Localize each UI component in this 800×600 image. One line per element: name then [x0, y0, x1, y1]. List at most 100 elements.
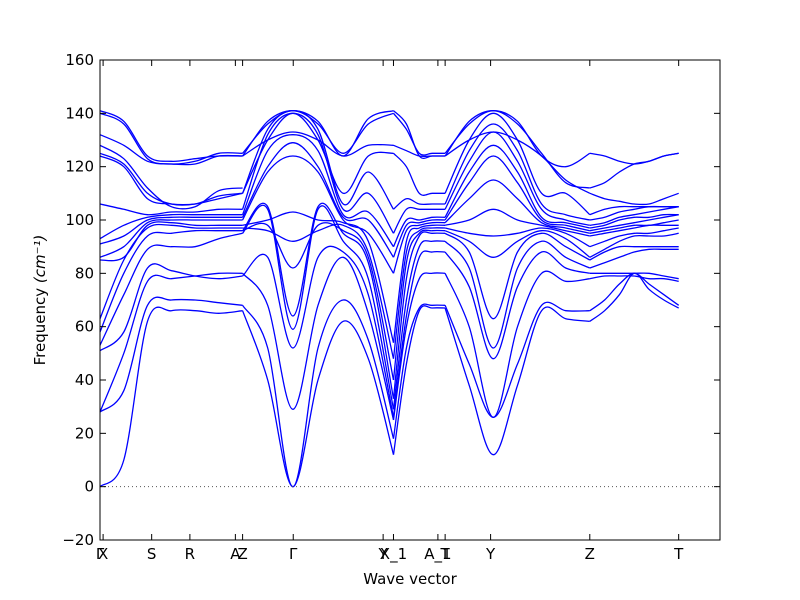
band-seg3-branch7: [444, 227, 591, 248]
band-seg2-branch9: [392, 221, 446, 274]
band-seg2-branch17: [393, 110, 446, 159]
band-seg2-branch3: [392, 250, 446, 418]
band-seg3-branch4: [444, 240, 591, 349]
band-seg2-branch13: [393, 197, 446, 210]
band-seg3-branch10: [444, 155, 590, 232]
x-tick-label-12: Z: [585, 545, 595, 563]
band-seg4-branch6: [589, 232, 679, 258]
band-seg2-branch14: [393, 152, 446, 196]
band-seg2-branch7: [392, 227, 446, 359]
band-seg3-branch15: [444, 131, 591, 194]
band-seg4-branch3: [589, 272, 679, 280]
band-seg1-branch0: [241, 310, 395, 488]
band-seg1-branch16: [242, 110, 394, 154]
band-seg4-branch7: [589, 227, 679, 248]
x-tick-label-9: A_1: [424, 545, 451, 564]
band-seg3-branch16: [444, 110, 590, 189]
x-tick-label-1: X: [98, 545, 108, 563]
x-tick-label-6: Γ: [289, 545, 298, 563]
band-seg1-branch6: [242, 222, 395, 381]
band-seg2-branch4: [392, 240, 446, 410]
band-seg1-branch7: [242, 223, 395, 359]
band-seg1-branch4: [242, 204, 395, 410]
y-tick-label: 40: [75, 371, 94, 389]
band-seg1-branch10: [242, 142, 395, 258]
band-seg3-branch11: [444, 144, 590, 229]
band-seg3-branch2: [444, 270, 590, 418]
band-seg2-branch11: [392, 216, 446, 247]
band-seg1-branch12: [241, 112, 395, 234]
x-tick-label-11: Y: [485, 545, 496, 563]
band-seg2-branch12: [392, 206, 446, 234]
band-seg1-branch2: [242, 256, 395, 421]
band-seg4-branch2: [589, 275, 679, 282]
band-seg0-branch9: [99, 216, 243, 245]
band-seg0-branch14: [99, 144, 243, 210]
y-tick-label: 20: [75, 424, 94, 442]
band-seg3-branch12: [444, 131, 590, 226]
band-seg1-branch5: [242, 202, 395, 399]
band-seg3-branch6: [444, 230, 591, 258]
band-seg0-branch8: [99, 219, 243, 258]
x-tick-label-13: T: [673, 545, 684, 563]
x-axis-label: Wave vector: [363, 570, 457, 588]
band-seg0-branch17: [99, 110, 243, 163]
band-seg2-branch16: [392, 112, 446, 156]
band-seg0-branch5: [99, 229, 243, 333]
band-seg0-branch6: [99, 223, 243, 319]
y-tick-label: −20: [62, 531, 94, 549]
band-seg3-branch13: [444, 123, 590, 221]
band-seg3-branch1: [444, 301, 590, 418]
x-axis-ticks: ΓX S R AZ Γ YX_1 A_1T Y Z T: [96, 60, 684, 564]
band-seg1-branch8: [242, 211, 395, 343]
band-seg1-branch3: [242, 245, 395, 418]
band-seg2-branch8: [392, 224, 446, 343]
y-tick-label: 160: [65, 51, 94, 69]
band-seg0-branch4: [99, 232, 243, 346]
y-axis-label-text: Frequency: [31, 288, 49, 366]
band-seg3-branch8: [444, 208, 590, 237]
band-seg2-branch1: [392, 303, 446, 439]
x-tick-label-7: Y: [378, 545, 389, 563]
band-seg2-branch6: [392, 229, 446, 381]
band-seg2-branch10: [392, 219, 446, 258]
y-axis-ticks: −20 0 20 40 60 80 100 120 140 160: [62, 51, 720, 549]
band-seg0-branch1: [99, 296, 243, 413]
band-seg1-branch17: [242, 110, 394, 157]
band-seg0-branch16: [99, 112, 243, 165]
band-seg2-branch2: [392, 272, 446, 421]
y-tick-label: 0: [84, 478, 94, 496]
y-tick-label: 100: [65, 211, 94, 229]
band-seg3-branch0: [444, 306, 590, 456]
band-seg4-branch4: [589, 248, 679, 269]
band-seg4-branch15: [589, 192, 679, 206]
band-seg0-branch10: [99, 213, 243, 240]
x-tick-label-0: Γ: [96, 545, 105, 563]
band-seg0-branch2: [99, 272, 243, 413]
band-seg3-branch3: [444, 251, 590, 360]
y-tick-label: 140: [65, 104, 94, 122]
plot-frame: [99, 59, 721, 541]
y-tick-label: 80: [75, 264, 94, 282]
band-seg1-branch11: [241, 134, 395, 248]
y-tick-label: 60: [75, 318, 94, 336]
band-seg4-branch5: [589, 245, 679, 261]
band-seg0-branch3: [99, 263, 243, 352]
band-seg3-branch17: [444, 110, 591, 168]
band-seg0-branch13: [99, 152, 243, 206]
band-seg4-branch14: [589, 205, 679, 216]
band-seg4-branch11: [589, 213, 679, 229]
band-seg0-branch11: [99, 203, 243, 216]
band-seg2-branch5: [392, 231, 446, 399]
band-seg3-branch5: [444, 232, 591, 320]
x-tick-label-2: S: [147, 545, 157, 563]
band-lines: [99, 110, 680, 488]
band-seg2-branch0: [392, 305, 446, 455]
band-seg1-branch13: [241, 110, 395, 210]
band-seg4-branch12: [589, 206, 679, 226]
x-tick-label-3: R: [185, 545, 195, 563]
y-axis-label: Frequency (cm⁻¹): [31, 235, 49, 366]
band-seg4-branch10: [589, 214, 679, 232]
x-tick-label-5: Z: [237, 545, 247, 563]
band-seg1-branch15: [242, 131, 394, 157]
